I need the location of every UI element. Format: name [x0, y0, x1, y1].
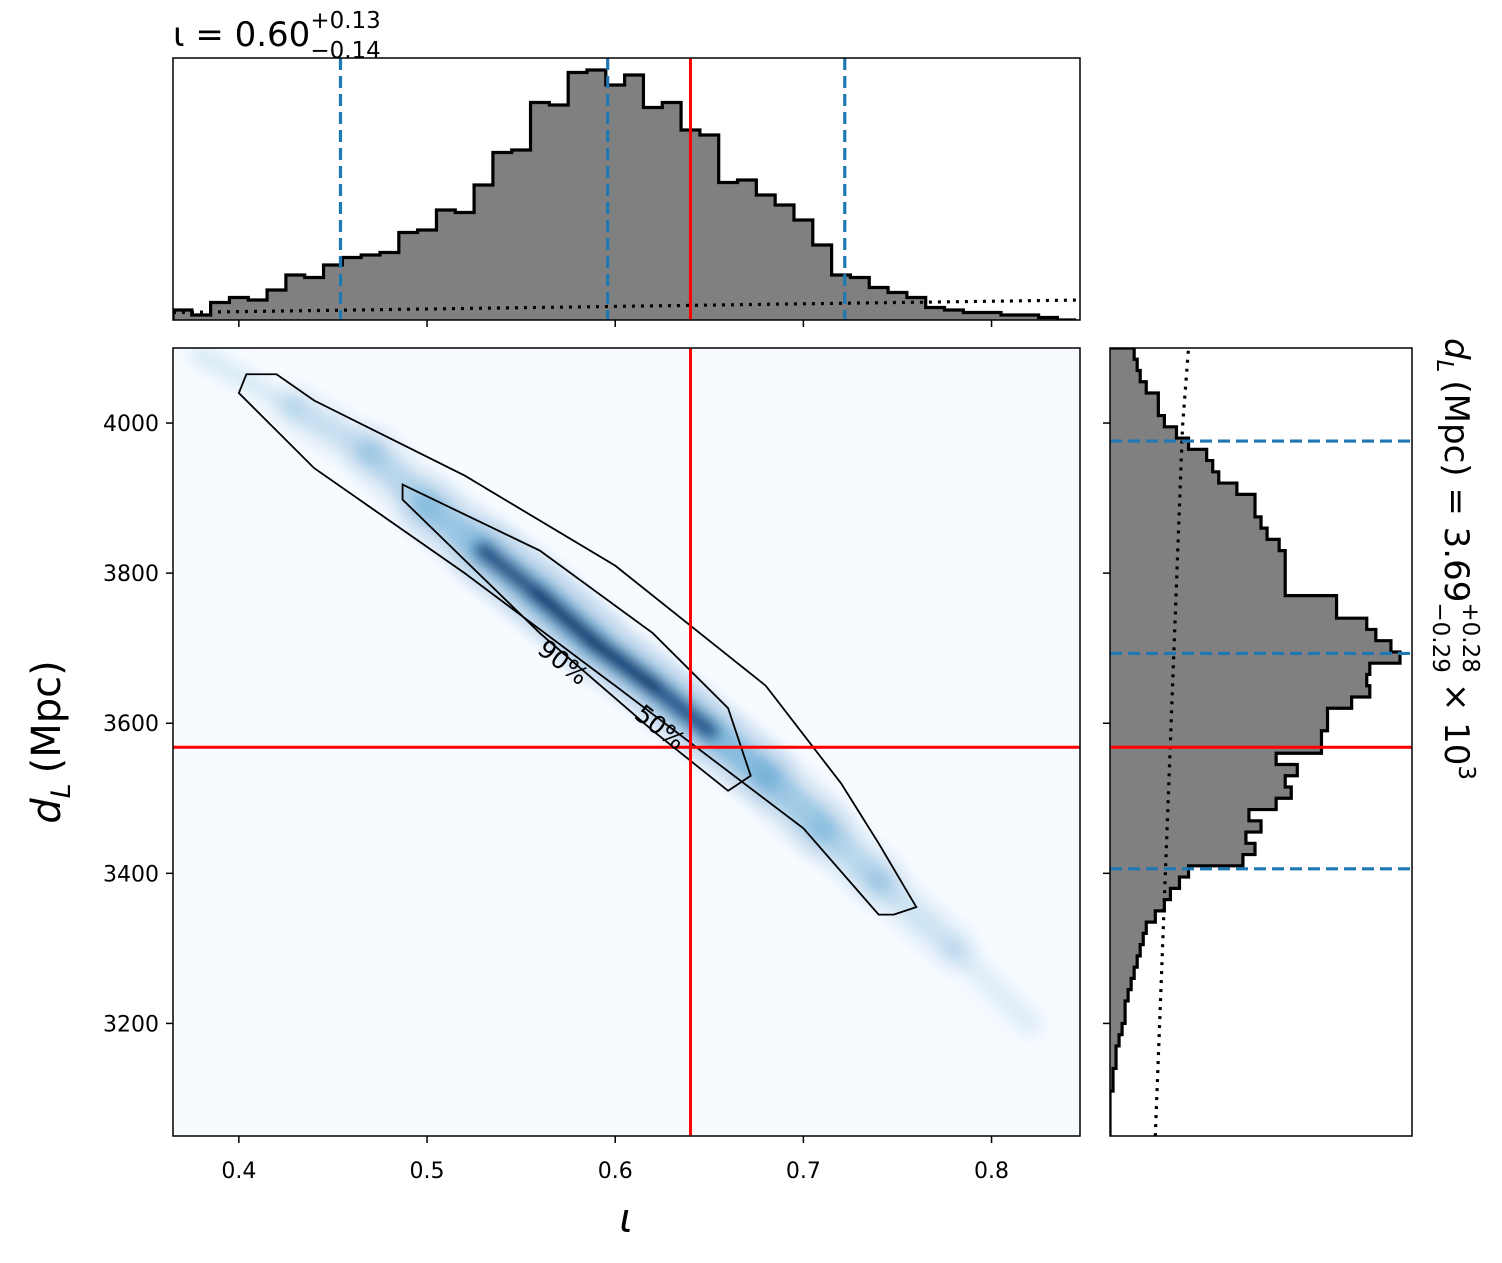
right-title-lhs: (Mpc) = 3.69: [1436, 380, 1476, 602]
x-axis-label: ι: [619, 1196, 633, 1242]
y-axis-label: dL (Mpc): [24, 660, 77, 824]
density-map: [185, 348, 1049, 1043]
right-title-subscript: L: [1431, 360, 1457, 373]
right-panel-frame: [1109, 347, 1413, 1137]
density-core-0: [474, 541, 549, 605]
right-title-minus: −0.29: [1427, 602, 1453, 672]
y-axis-unit: (Mpc): [24, 660, 70, 773]
main-x-tick-label-1: 0.5: [410, 1159, 445, 1184]
right-histogram-panel: dL (Mpc) = 3.69+0.28−0.29 × 103: [1103, 338, 1483, 1137]
main-y-tick-label-2: 3600: [103, 712, 159, 737]
main-density-panel: 90% 50% 0.4 0.5 0.6 0.7 0.8 3200340036003800…: [24, 347, 1081, 1242]
main-x-tick-label-4: 0.8: [974, 1159, 1009, 1184]
main-x-tick-label-0: 0.4: [221, 1159, 256, 1184]
top-quantile-lines: [338, 58, 847, 320]
right-y-ticks: [1103, 422, 1110, 1025]
right-prior-curve: [1153, 348, 1191, 1136]
density-mid-11: [865, 868, 967, 962]
right-quantile-lines: [1110, 439, 1412, 871]
density-mid-0: [193, 348, 304, 417]
top-x-ticks: [238, 320, 993, 327]
density-mid-1: [282, 395, 384, 466]
density-mid-10: [807, 813, 894, 896]
density-background: [173, 348, 1080, 1136]
right-title-symbol: d: [1436, 338, 1476, 360]
top-title-lhs: ι = 0.60: [173, 15, 310, 55]
top-title-minus: −0.14: [310, 38, 380, 64]
contour-50: [401, 483, 752, 792]
top-histogram-fill: [173, 70, 1077, 320]
main-y-tick-label-1: 3400: [103, 862, 159, 887]
right-title-suffix: × 10: [1436, 683, 1476, 766]
main-y-ticks: 3200 3400 3600 3800 4000: [103, 412, 173, 1037]
right-title-exponent: 3: [1453, 765, 1479, 780]
top-histogram-edge: [173, 68, 1077, 320]
right-histogram-fill: [1110, 348, 1400, 1136]
y-axis-subscript: L: [46, 783, 77, 798]
density-core-3: [643, 676, 719, 740]
right-title: dL (Mpc) = 3.69+0.28−0.29 × 103: [1427, 338, 1483, 780]
top-histogram-panel: ι = 0.60+0.13 −0.14: [172, 8, 1081, 327]
density-mid-12: [944, 938, 1039, 1034]
main-x-ticks: 0.4 0.5 0.6 0.7 0.8: [221, 1136, 1009, 1184]
top-panel-frame: [172, 57, 1081, 321]
main-panel-frame: [172, 347, 1081, 1137]
density-core-1: [530, 586, 606, 654]
contour-90: [237, 373, 918, 916]
density-core-2: [587, 635, 662, 695]
top-title-plus: +0.13: [310, 8, 380, 34]
right-histogram-edge: [1110, 348, 1402, 1136]
main-x-tick-label-2: 0.6: [598, 1159, 633, 1184]
top-title: ι = 0.60+0.13 −0.14: [173, 8, 381, 64]
main-y-tick-label-4: 4000: [103, 412, 159, 437]
main-y-tick-label-0: 3200: [103, 1012, 159, 1037]
right-title-plus: +0.28: [1457, 602, 1483, 672]
y-axis-symbol: d: [24, 798, 70, 824]
main-y-tick-label-3: 3800: [103, 562, 159, 587]
main-x-tick-label-3: 0.7: [786, 1159, 821, 1184]
